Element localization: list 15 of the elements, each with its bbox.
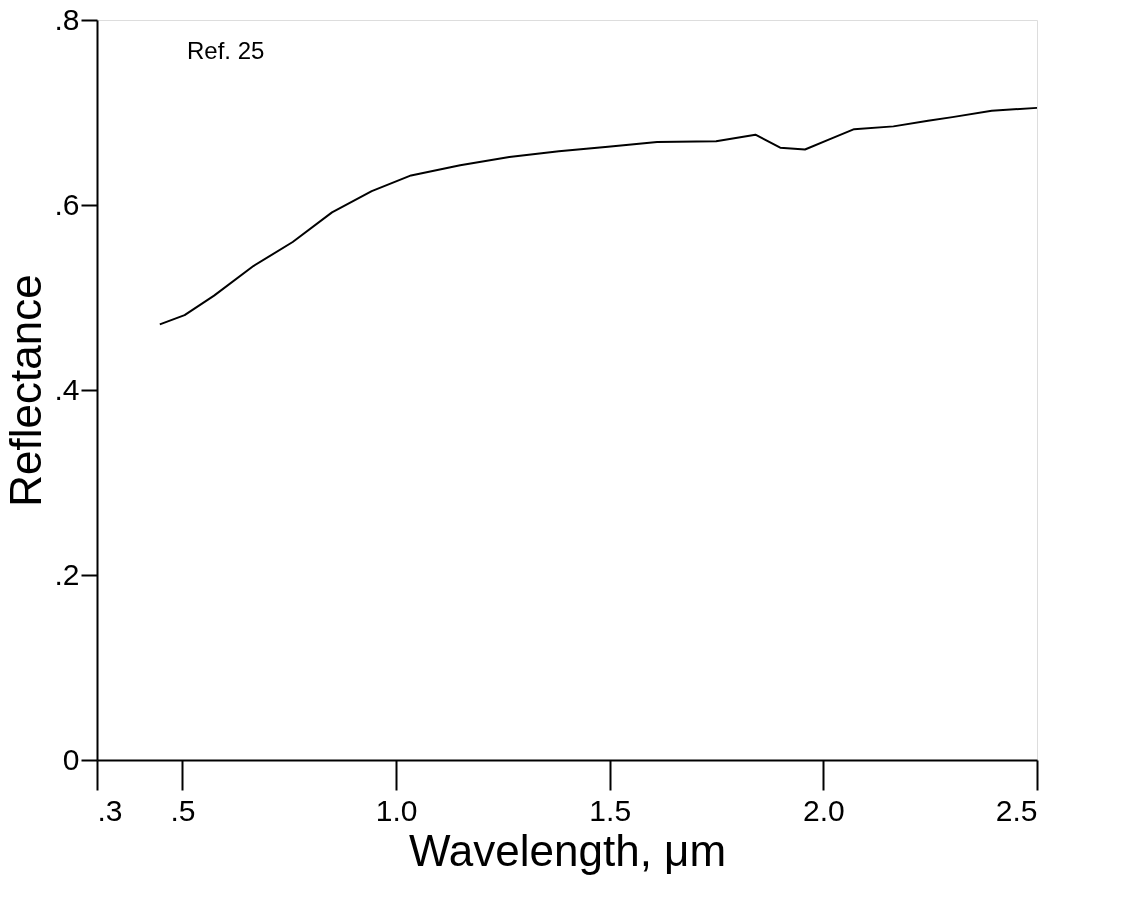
- y-tick-label: .8: [54, 2, 80, 36]
- y-tick-label: .4: [54, 372, 80, 406]
- x-tick-label: 1.0: [375, 793, 418, 827]
- y-axis-title: Reflectance: [1, 274, 51, 507]
- x-tick-label: 2.0: [803, 793, 845, 827]
- y-tick-label: .2: [54, 557, 80, 591]
- x-tick-label: .3: [97, 793, 123, 827]
- x-tick-label: 1.5: [589, 793, 632, 827]
- x-tick-label: 2.5: [995, 793, 1038, 827]
- x-axis-title: Wavelength, μm: [408, 825, 727, 875]
- x-tick-label: .5: [170, 793, 196, 827]
- y-tick-label: .6: [54, 187, 80, 221]
- line-series: [158, 106, 1038, 326]
- y-tick-label: 0: [62, 742, 80, 776]
- annotation: Ref. 25: [187, 37, 265, 64]
